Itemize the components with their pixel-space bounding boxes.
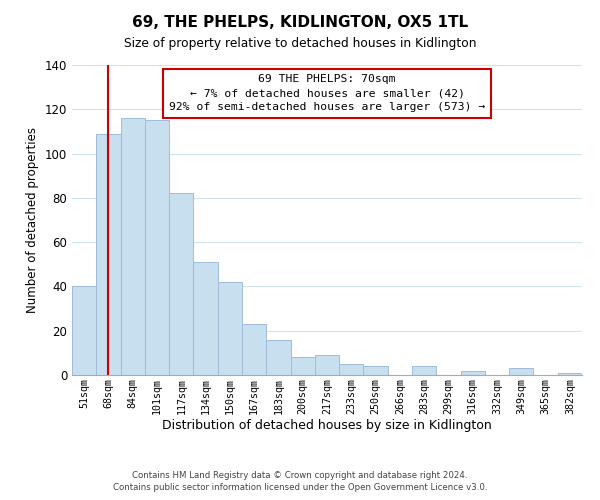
Bar xyxy=(290,358,315,375)
Text: Size of property relative to detached houses in Kidlington: Size of property relative to detached ho… xyxy=(124,38,476,51)
Y-axis label: Number of detached properties: Number of detached properties xyxy=(26,127,39,313)
X-axis label: Distribution of detached houses by size in Kidlington: Distribution of detached houses by size … xyxy=(162,420,492,432)
Bar xyxy=(96,134,121,375)
Bar xyxy=(218,282,242,375)
Bar xyxy=(193,262,218,375)
Bar xyxy=(509,368,533,375)
Bar xyxy=(558,373,582,375)
Text: 69, THE PHELPS, KIDLINGTON, OX5 1TL: 69, THE PHELPS, KIDLINGTON, OX5 1TL xyxy=(132,15,468,30)
Text: Contains HM Land Registry data © Crown copyright and database right 2024.
Contai: Contains HM Land Registry data © Crown c… xyxy=(113,471,487,492)
Bar xyxy=(266,340,290,375)
Bar xyxy=(461,370,485,375)
Bar xyxy=(315,355,339,375)
Bar xyxy=(145,120,169,375)
Bar xyxy=(169,194,193,375)
Bar xyxy=(72,286,96,375)
Bar xyxy=(242,324,266,375)
Bar xyxy=(412,366,436,375)
Text: 69 THE PHELPS: 70sqm
← 7% of detached houses are smaller (42)
92% of semi-detach: 69 THE PHELPS: 70sqm ← 7% of detached ho… xyxy=(169,74,485,112)
Bar xyxy=(121,118,145,375)
Bar xyxy=(364,366,388,375)
Bar xyxy=(339,364,364,375)
